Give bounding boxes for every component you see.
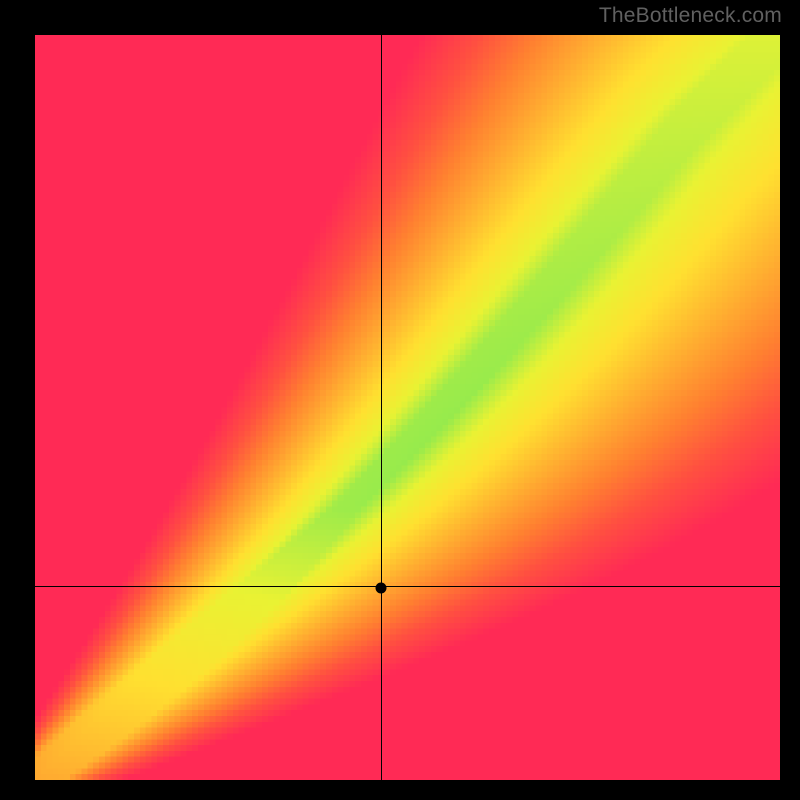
plot-area xyxy=(35,35,780,780)
crosshair-marker xyxy=(375,582,386,593)
watermark-text: TheBottleneck.com xyxy=(599,4,782,28)
crosshair-vertical xyxy=(381,35,382,780)
crosshair-horizontal xyxy=(35,586,780,587)
heatmap-canvas xyxy=(35,35,780,780)
